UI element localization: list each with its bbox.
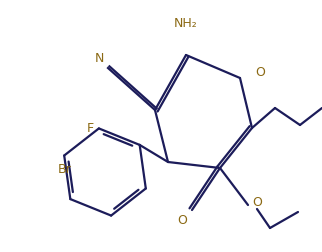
Text: N: N xyxy=(95,52,104,65)
Text: O: O xyxy=(255,66,265,79)
Text: NH₂: NH₂ xyxy=(174,17,198,30)
Text: F: F xyxy=(87,122,94,135)
Text: O: O xyxy=(252,197,262,209)
Text: Br: Br xyxy=(57,163,71,175)
Text: O: O xyxy=(177,214,187,227)
